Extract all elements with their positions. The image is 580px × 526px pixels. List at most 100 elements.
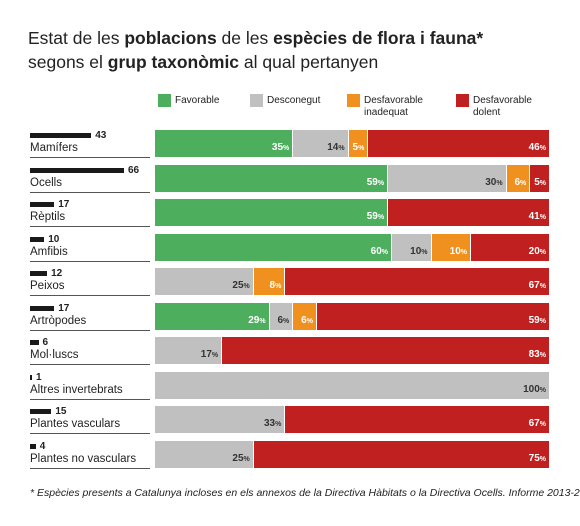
data-label-unit: % xyxy=(358,145,365,152)
species-count-bar xyxy=(30,340,39,345)
species-count-label: 17 xyxy=(58,302,70,314)
data-label: 25% xyxy=(232,453,250,465)
data-label: 60% xyxy=(371,246,388,258)
legend-swatch xyxy=(158,94,171,107)
title-text: al qual pertanyen xyxy=(239,52,379,72)
data-label-value: 29 xyxy=(248,314,260,326)
bar-segment-favorable: 59% xyxy=(155,164,389,192)
title-line-1: Estat de les poblacions de les espècies … xyxy=(28,26,568,50)
data-label: 59% xyxy=(367,177,385,189)
title-text: poblacions xyxy=(124,28,217,48)
species-count-bar xyxy=(30,236,45,242)
data-label-unit: % xyxy=(381,248,388,256)
bar-segment-desconegut: 100% xyxy=(155,371,550,399)
legend-label-line: inadequat xyxy=(364,107,408,118)
category-label: Plantes vasculars xyxy=(30,418,121,430)
data-label-unit: % xyxy=(539,248,546,256)
data-label: 100% xyxy=(523,384,546,396)
species-count-bar xyxy=(30,305,55,311)
bar-segment-desfavorable-inadequat: 6% xyxy=(506,164,531,192)
data-label-value: 5 xyxy=(534,176,540,188)
species-count-label: 4 xyxy=(39,440,46,452)
data-label: 67% xyxy=(529,281,546,292)
bar-segment-desconegut: 6% xyxy=(269,302,294,330)
title-line-2: segons el grup taxonòmic al qual pertany… xyxy=(28,50,568,74)
row-separator xyxy=(30,226,150,227)
data-label-unit: % xyxy=(460,248,467,256)
species-count-label: 15 xyxy=(55,406,67,417)
title-text: segons el xyxy=(28,52,108,72)
data-label-unit: % xyxy=(539,214,546,221)
species-count-label: 12 xyxy=(51,268,63,279)
data-label-unit: % xyxy=(520,179,527,187)
row-separator xyxy=(30,329,150,331)
bar-segment-desconegut: 25% xyxy=(155,268,254,295)
row-separator xyxy=(30,433,150,434)
data-label: 6% xyxy=(277,314,289,327)
data-label-value: 59 xyxy=(366,211,378,222)
data-label-unit: % xyxy=(243,283,250,290)
category-label: Rèptils xyxy=(30,211,66,223)
species-count-label: 10 xyxy=(48,233,60,245)
legend-label-line: Desfavorable xyxy=(473,95,532,106)
legend-label-line: Desconegut xyxy=(267,95,321,106)
bar-segment-desfavorable-inadequat: 5% xyxy=(348,130,369,157)
data-label: 25% xyxy=(232,281,249,292)
category-label: Artròpodes xyxy=(30,314,87,327)
bar-segment-favorable: 35% xyxy=(155,130,294,157)
data-label-unit: % xyxy=(421,248,428,256)
data-label-value: 30 xyxy=(485,176,497,188)
bar-segment-desfavorable-inadequat: 10% xyxy=(431,233,471,261)
species-count-label: 66 xyxy=(128,164,140,176)
data-label-unit: % xyxy=(496,179,503,187)
data-label: 30% xyxy=(485,176,503,189)
data-label: 10% xyxy=(450,246,467,258)
bar-segment-desconegut: 25% xyxy=(155,440,254,468)
data-label-unit: % xyxy=(275,283,282,290)
row-separator xyxy=(30,398,150,400)
data-label-unit: % xyxy=(377,214,385,221)
data-label-unit: % xyxy=(283,145,290,152)
bar-segment-desfavorable-dolent: 75% xyxy=(253,440,550,468)
data-label: 59% xyxy=(367,212,384,223)
bar-segment-desconegut: 33% xyxy=(155,406,286,433)
data-label-unit: % xyxy=(539,421,546,428)
bar-segment-favorable: 29% xyxy=(155,302,270,330)
category-label: Altres invertebrats xyxy=(30,383,123,396)
data-label: 35% xyxy=(272,143,289,154)
species-count-bar xyxy=(30,374,32,380)
data-label: 83% xyxy=(529,350,546,361)
legend-label: Desfavorable inadequat xyxy=(364,95,423,119)
data-label-unit: % xyxy=(539,317,546,325)
legend-label: Favorable xyxy=(175,95,219,107)
bar-segment-desfavorable-dolent: 5% xyxy=(530,164,550,192)
species-count-bar xyxy=(30,409,52,414)
data-label-unit: % xyxy=(539,145,546,152)
title-text: Estat de les xyxy=(28,28,125,48)
data-label-unit: % xyxy=(275,421,282,428)
legend-swatch xyxy=(250,94,263,107)
data-label-value: 41 xyxy=(528,211,540,222)
data-label-unit: % xyxy=(539,455,546,463)
data-label-unit: % xyxy=(243,455,250,463)
bar-segment-desfavorable-inadequat: 8% xyxy=(253,268,286,295)
data-label: 67% xyxy=(529,419,546,430)
title-text: grup taxonòmic xyxy=(107,52,240,72)
data-label: 6% xyxy=(301,315,313,327)
legend-label-line: dolent xyxy=(473,107,501,118)
data-label-value: 6 xyxy=(277,314,283,326)
data-label-unit: % xyxy=(377,179,385,187)
data-label: 46% xyxy=(529,143,546,154)
row-separator xyxy=(30,364,150,365)
species-count-label: 6 xyxy=(42,337,49,348)
data-label-unit: % xyxy=(338,145,345,152)
bar-segment-desfavorable-dolent: 67% xyxy=(285,406,550,433)
category-label: Amfibis xyxy=(30,245,68,258)
category-label: Ocells xyxy=(30,176,62,189)
data-label-value: 10 xyxy=(410,245,422,257)
bar-segment-desconegut: 30% xyxy=(388,164,507,192)
row-separator xyxy=(30,467,150,469)
data-label-value: 59 xyxy=(528,314,540,326)
species-count-bar xyxy=(30,271,48,276)
bar-segment-desconegut: 10% xyxy=(392,233,432,261)
